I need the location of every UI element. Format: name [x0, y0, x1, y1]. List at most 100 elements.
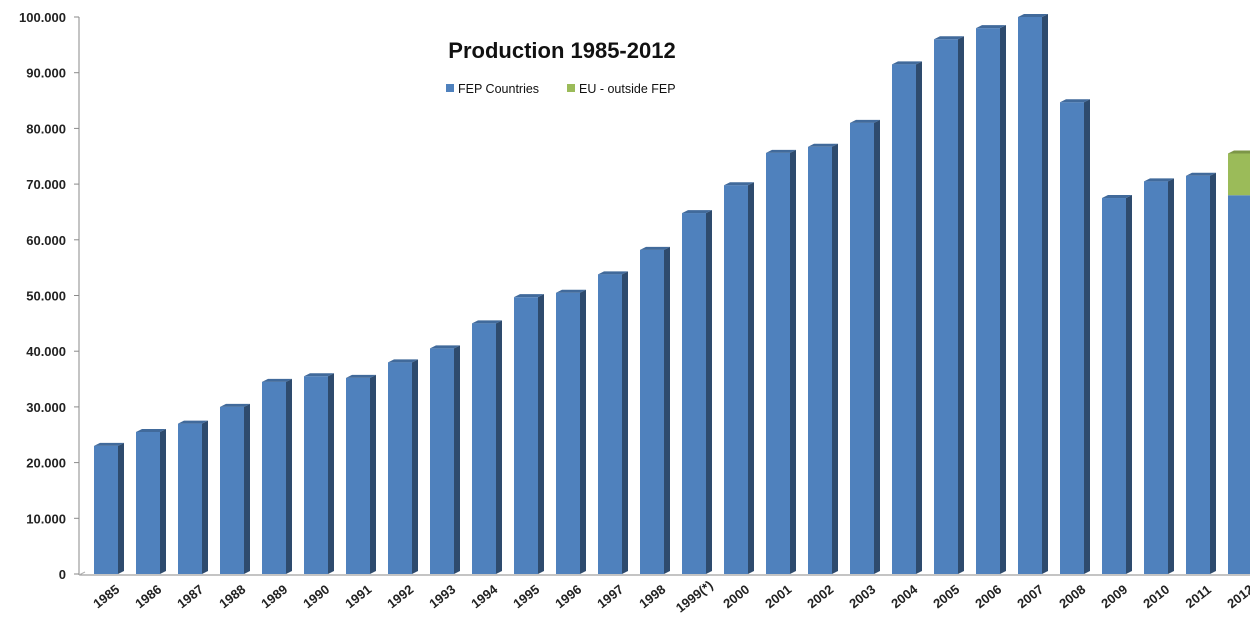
bar-fep-countries-2012	[1228, 195, 1250, 575]
x-tick-label: 1992	[384, 582, 416, 612]
bar-side	[1084, 99, 1090, 574]
bar-front	[1102, 198, 1126, 574]
bar-front	[304, 376, 328, 574]
bar-side	[958, 36, 964, 574]
bar-top	[1102, 195, 1132, 199]
bar-fep-countries-1990	[304, 373, 334, 574]
bar-top	[514, 294, 544, 298]
bar-top	[682, 210, 712, 214]
bar-side	[370, 374, 376, 574]
bar-fep-countries-1992	[388, 359, 418, 574]
x-tick-label: 2004	[888, 581, 921, 611]
x-tick-label: 1987	[174, 582, 206, 612]
x-tick-label: 1986	[132, 582, 164, 612]
x-tick-label: 1995	[510, 582, 542, 612]
bar-front	[262, 381, 286, 574]
x-tick-label: 1990	[300, 582, 332, 612]
bar-top	[1018, 14, 1048, 17]
bar-fep-countries-1987	[178, 420, 208, 574]
bar-fep-countries-1997	[598, 271, 628, 574]
bar-side	[412, 359, 418, 574]
bar-side	[538, 294, 544, 574]
y-tick-label: 50.000	[26, 289, 66, 304]
bar-fep-countries-1985	[94, 442, 124, 574]
bar-front	[1186, 175, 1210, 574]
x-tick-label: 1988	[216, 582, 248, 612]
bar-top	[556, 289, 586, 293]
bar-side	[748, 182, 754, 575]
x-tick-label: 2005	[930, 582, 962, 612]
bar-front	[346, 377, 370, 574]
bar-top	[892, 61, 922, 65]
bar-side	[496, 320, 502, 574]
x-tick-label: 2006	[972, 582, 1004, 612]
x-tick-label: 2010	[1140, 582, 1172, 612]
bar-fep-countries-1991	[346, 374, 376, 574]
bar-front	[556, 292, 580, 574]
x-tick-label: 1991	[342, 582, 374, 612]
bar-side	[874, 119, 880, 574]
bar-side	[1168, 178, 1174, 574]
bar-top	[598, 271, 628, 275]
bar-front	[892, 64, 916, 574]
bar-front	[1060, 102, 1084, 574]
legend-label-fep-countries: FEP Countries	[458, 82, 539, 96]
x-tick-label: 2000	[720, 582, 752, 612]
bar-top	[976, 25, 1006, 29]
bar-fep-countries-1993	[430, 345, 460, 574]
bar-top	[136, 428, 166, 432]
bar-front	[598, 274, 622, 574]
bar-top	[430, 345, 460, 349]
bar-front	[682, 213, 706, 574]
bar-front	[850, 122, 874, 574]
x-tick-label: 1985	[90, 582, 122, 612]
bar-side	[706, 210, 712, 574]
floor-edge	[78, 571, 86, 576]
bar-top	[1144, 178, 1174, 182]
chart-title: Production 1985-2012	[448, 38, 675, 63]
bar-fep-countries-2010	[1144, 178, 1174, 574]
bar-top	[346, 374, 376, 378]
x-tick-label: 2011	[1182, 582, 1213, 611]
bars	[94, 14, 1250, 575]
x-tick-label: 1999(*)	[673, 577, 716, 615]
x-axis: 1985 1986 1987 1988 1989 1990 1991 1992 1993 1994…	[78, 571, 1250, 615]
bar-fep-countries-2001	[766, 149, 796, 574]
x-tick-label: 2007	[1014, 582, 1046, 612]
x-tick-label: 1994	[468, 581, 501, 611]
bar-fep-countries-1989	[262, 378, 292, 574]
bar-fep-countries-2005	[934, 36, 964, 574]
bar-top	[934, 36, 964, 40]
bar-fep-countries-1999(*)	[682, 210, 712, 574]
bar-fep-countries-2009	[1102, 195, 1132, 574]
bar-top	[388, 359, 418, 363]
bar-side	[1126, 195, 1132, 574]
bar-side	[286, 378, 292, 574]
x-tick-label: 1993	[426, 582, 458, 612]
legend-swatch-fep-countries	[446, 84, 454, 92]
legend-label-eu-outside-fep: EU - outside FEP	[579, 82, 676, 96]
bar-eu-outside-fep-2012	[1228, 150, 1250, 196]
bar-side	[118, 442, 124, 574]
y-tick-label: 60.000	[26, 233, 66, 248]
bar-side	[664, 246, 670, 575]
y-tick-label: 90.000	[26, 66, 66, 81]
bar-side	[1042, 14, 1048, 574]
bar-side	[916, 61, 922, 575]
bar-fep-countries-1988	[220, 403, 250, 574]
bar-front	[640, 249, 664, 575]
bar-top	[766, 149, 796, 153]
bar-top	[724, 182, 754, 186]
bar-front	[430, 348, 454, 574]
bar-front	[472, 323, 496, 574]
bar-fep-countries-2006	[976, 25, 1006, 574]
x-tick-label: 2002	[804, 582, 836, 612]
bar-top	[1186, 172, 1216, 176]
bar-top	[472, 320, 502, 324]
bar-front	[976, 28, 1000, 574]
bar-front	[1228, 195, 1250, 575]
bar-fep-countries-1986	[136, 428, 166, 574]
bar-side	[622, 271, 628, 574]
bar-side	[328, 373, 334, 574]
bar-front	[514, 297, 538, 574]
